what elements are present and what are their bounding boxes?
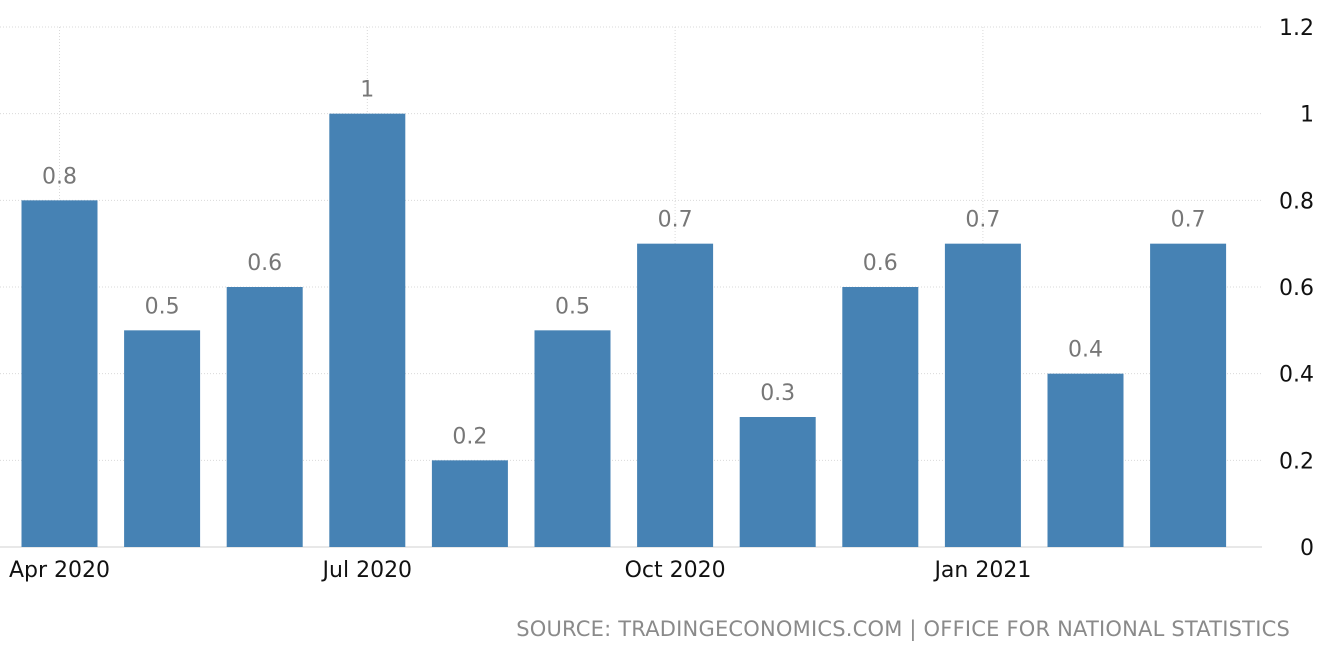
data-label: 0.2	[452, 424, 487, 449]
bar	[21, 200, 98, 548]
y-tick-label: 0	[1300, 536, 1314, 561]
source-attribution: SOURCE: TRADINGECONOMICS.COM | OFFICE FO…	[516, 617, 1290, 641]
y-tick-label: 1.2	[1279, 16, 1314, 41]
x-tick-label: Jul 2020	[321, 558, 413, 583]
bar	[534, 330, 611, 547]
data-label: 0.6	[247, 251, 282, 276]
data-label: 0.5	[145, 294, 180, 319]
data-label: 0.7	[1171, 208, 1206, 233]
data-label: 0.6	[863, 251, 898, 276]
data-label: 0.5	[555, 294, 590, 319]
data-label: 0.7	[658, 208, 693, 233]
bar	[124, 330, 201, 547]
bar-series	[21, 113, 1227, 548]
data-labels: 0.8 0.5 0.6 1 0.2 0.5 0.7 0.3 0.6 0.7 0.4 0.7	[42, 78, 1206, 450]
y-tick-label: 0.6	[1279, 276, 1314, 301]
bar	[842, 287, 919, 547]
x-tick-label: Oct 2020	[625, 558, 726, 583]
x-axis-ticks: Apr 2020 Jul 2020 Oct 2020 Jan 2021	[9, 558, 1031, 583]
data-label: 0.3	[760, 381, 795, 406]
bar	[944, 243, 1021, 547]
y-tick-label: 0.4	[1279, 363, 1314, 388]
data-label: 0.4	[1068, 338, 1103, 363]
bar	[431, 460, 508, 547]
data-label: 0.8	[42, 164, 77, 189]
y-tick-label: 1	[1300, 103, 1314, 128]
bar	[1047, 373, 1124, 547]
bar	[1150, 243, 1227, 547]
data-label: 1	[360, 78, 374, 103]
bar	[226, 287, 303, 547]
y-tick-label: 0.2	[1279, 449, 1314, 474]
x-tick-label: Jan 2021	[932, 558, 1031, 583]
bar	[329, 113, 406, 548]
data-label: 0.7	[965, 208, 1000, 233]
bar	[637, 243, 714, 547]
y-axis-ticks: 0 0.2 0.4 0.6 0.8 1 1.2	[1279, 16, 1314, 561]
y-tick-label: 0.8	[1279, 189, 1314, 214]
bar-chart: 0.80.50.610.20.50.70.30.60.70.40.7 00.20…	[0, 16, 1314, 583]
bar	[739, 417, 816, 547]
x-tick-label: Apr 2020	[9, 558, 110, 583]
